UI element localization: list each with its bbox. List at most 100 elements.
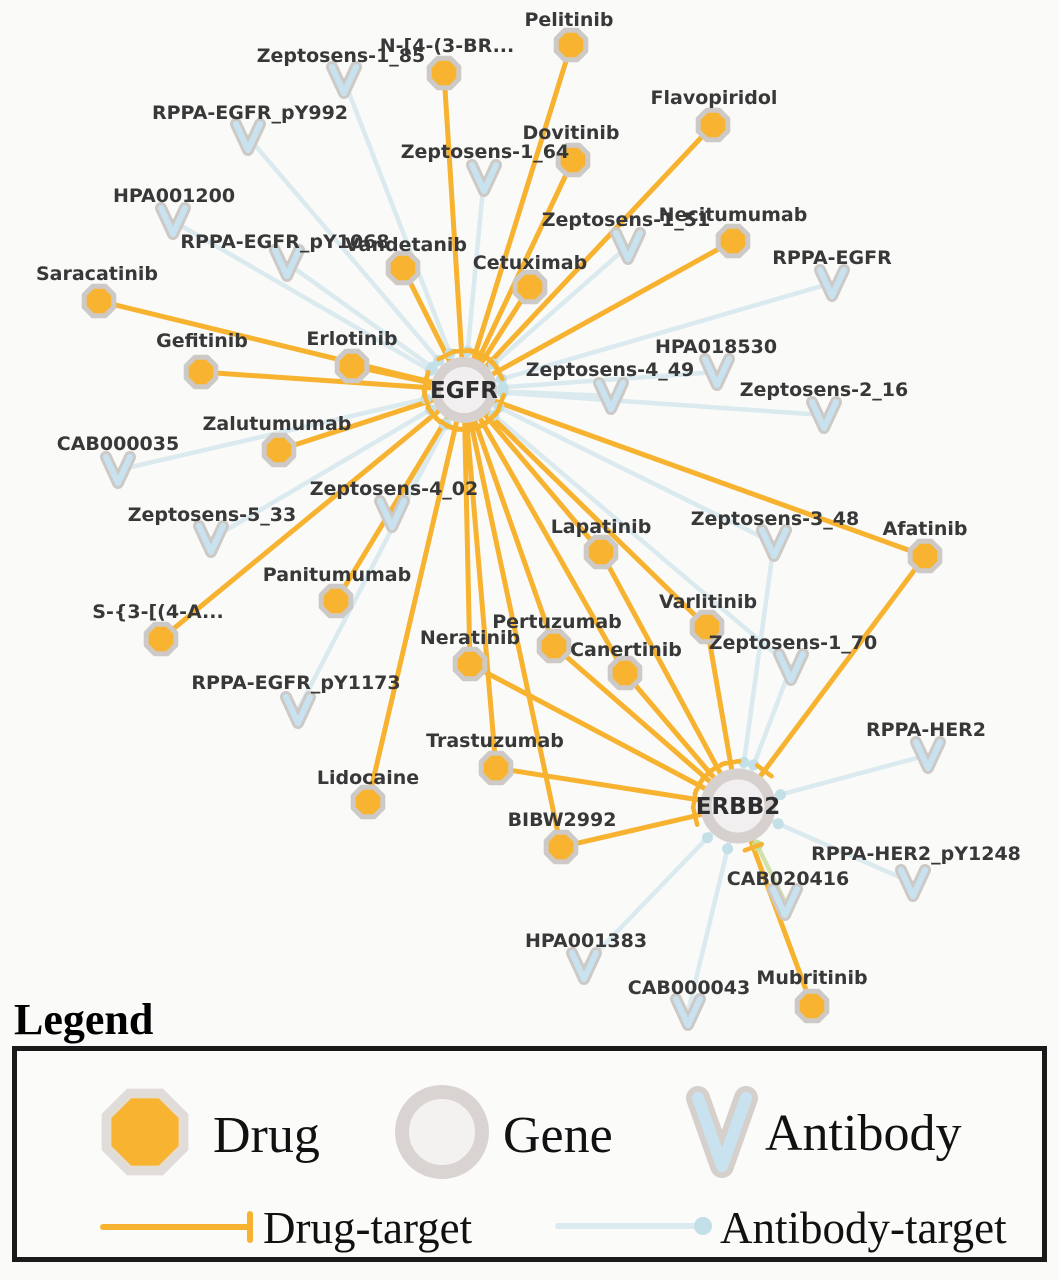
node-label: EGFR [430, 378, 498, 404]
edge-tbar [466, 421, 488, 433]
node-label: Necitumumab [659, 204, 808, 226]
edge-tbar [436, 348, 457, 362]
drug-node[interactable] [553, 27, 589, 63]
drug-node[interactable] [583, 534, 619, 570]
drug-target-edge [461, 387, 557, 649]
drug-target-edge [467, 661, 741, 809]
node-label: Afatinib [882, 518, 967, 540]
edge-dot [774, 789, 786, 801]
node-label: Trastuzumab [426, 730, 564, 752]
antibody-node-inner [759, 527, 789, 559]
legend-antibody-label: Antibody [765, 1105, 961, 1162]
drug-node[interactable] [536, 628, 572, 664]
drug-node[interactable] [334, 348, 370, 384]
node-label: Varlitinib [659, 591, 757, 613]
node-label: Zeptosens-5_33 [128, 504, 296, 526]
drug-target-edge [158, 387, 467, 642]
edge-dot [722, 843, 734, 855]
node-label: ERBB2 [696, 794, 781, 820]
antibody-node-inner [377, 498, 407, 530]
gene-legend-icon [395, 1085, 489, 1179]
node-label: Vandetanib [345, 234, 467, 256]
drug-node[interactable] [543, 829, 579, 865]
drug-node[interactable] [555, 142, 591, 178]
antibody-node-inner [233, 121, 263, 153]
node-label: Gefitinib [156, 330, 248, 352]
drug-target-edge [461, 387, 628, 676]
node-label: Zeptosens-4_49 [526, 359, 694, 381]
drug-node[interactable] [695, 107, 731, 143]
antibody-node-inner [770, 886, 800, 918]
antibody-node-inner [103, 454, 133, 486]
drug-node[interactable] [907, 538, 943, 574]
drug-target-edge [461, 387, 604, 555]
node-label: Pelitinib [524, 9, 613, 31]
antibody-node-inner [596, 380, 626, 412]
node-label: CAB000035 [57, 433, 179, 455]
node-label: Mubritinib [756, 967, 867, 989]
edge-tbar [742, 841, 764, 853]
node-label: HPA018530 [655, 336, 777, 358]
node-label: RPPA-HER2 [866, 719, 986, 741]
node-label: Canertinib [570, 639, 682, 661]
node-label: RPPA-EGFR_pY1173 [191, 672, 400, 694]
drug-node[interactable] [183, 354, 219, 390]
drug-node[interactable] [143, 621, 179, 657]
gene-node-EGFR[interactable] [431, 357, 497, 423]
antibody-node-inner [283, 694, 313, 726]
antibody-target-edge [461, 387, 777, 546]
drug-target-legend-edge [100, 1211, 253, 1243]
node-label: Zeptosens-1_64 [401, 141, 569, 163]
edge-tbar [425, 405, 442, 424]
drug-node[interactable] [689, 609, 725, 645]
node-label: RPPA-EGFR_pY992 [152, 102, 348, 124]
drug-node[interactable] [794, 988, 830, 1024]
drug-target-edge [598, 549, 741, 809]
drug-node[interactable] [715, 223, 751, 259]
node-label: Flavopiridol [651, 87, 778, 109]
node-label: Neratinib [420, 627, 520, 649]
node-label: Zeptosens-1_85 [257, 45, 425, 67]
drug-node[interactable] [261, 432, 297, 468]
antibody-node-inner [913, 739, 943, 771]
drug-node[interactable] [318, 583, 354, 619]
edge-tbar [754, 763, 774, 779]
antibody-target-edge [461, 280, 835, 393]
edge-tbar [421, 370, 431, 393]
drug-legend-icon [101, 1088, 189, 1176]
drug-node[interactable] [350, 784, 386, 820]
drug-node[interactable] [426, 55, 462, 91]
antibody-target-edge [208, 387, 467, 542]
legend-content: Drug Gene Antibody Drug-target Antibody-… [100, 1085, 1007, 1253]
drug-node[interactable] [607, 655, 643, 691]
antibody-node-inner [329, 64, 359, 96]
antibody-legend-icon [686, 1086, 758, 1178]
drug-target-edge [735, 553, 928, 809]
drug-node[interactable] [385, 250, 421, 286]
edge-dot [701, 832, 713, 844]
node-label: Lapatinib [551, 516, 652, 538]
drug-target-edge [461, 387, 499, 771]
drug-node[interactable] [478, 750, 514, 786]
drug-target-edge [461, 122, 716, 393]
node-label: Zeptosens-4_02 [310, 478, 478, 500]
node-label: RPPA-EGFR [772, 247, 892, 269]
legend-drug-label: Drug [213, 1107, 320, 1164]
node-label: Zalutumumab [203, 413, 352, 435]
antibody-node-inner [809, 399, 839, 431]
node-label: Zeptosens-2_16 [740, 379, 908, 401]
node-label: N-[4-(3-BR... [380, 35, 514, 57]
drug-target-edge [461, 238, 736, 393]
antibody-target-legend-edge [555, 1217, 712, 1235]
antibody-node-inner [702, 356, 732, 388]
drug-node[interactable] [452, 646, 488, 682]
drug-node[interactable] [81, 283, 117, 319]
legend-antibody-target-label: Antibody-target [720, 1203, 1007, 1253]
antibody-node-inner [569, 950, 599, 982]
node-label: RPPA-HER2_pY1248 [811, 843, 1021, 865]
drug-node[interactable] [512, 269, 548, 305]
gene-node-ERBB2[interactable] [700, 768, 776, 844]
antibody-node-inner [158, 205, 188, 237]
antibody-node-inner [469, 162, 499, 194]
antibody-node-inner [272, 247, 302, 279]
